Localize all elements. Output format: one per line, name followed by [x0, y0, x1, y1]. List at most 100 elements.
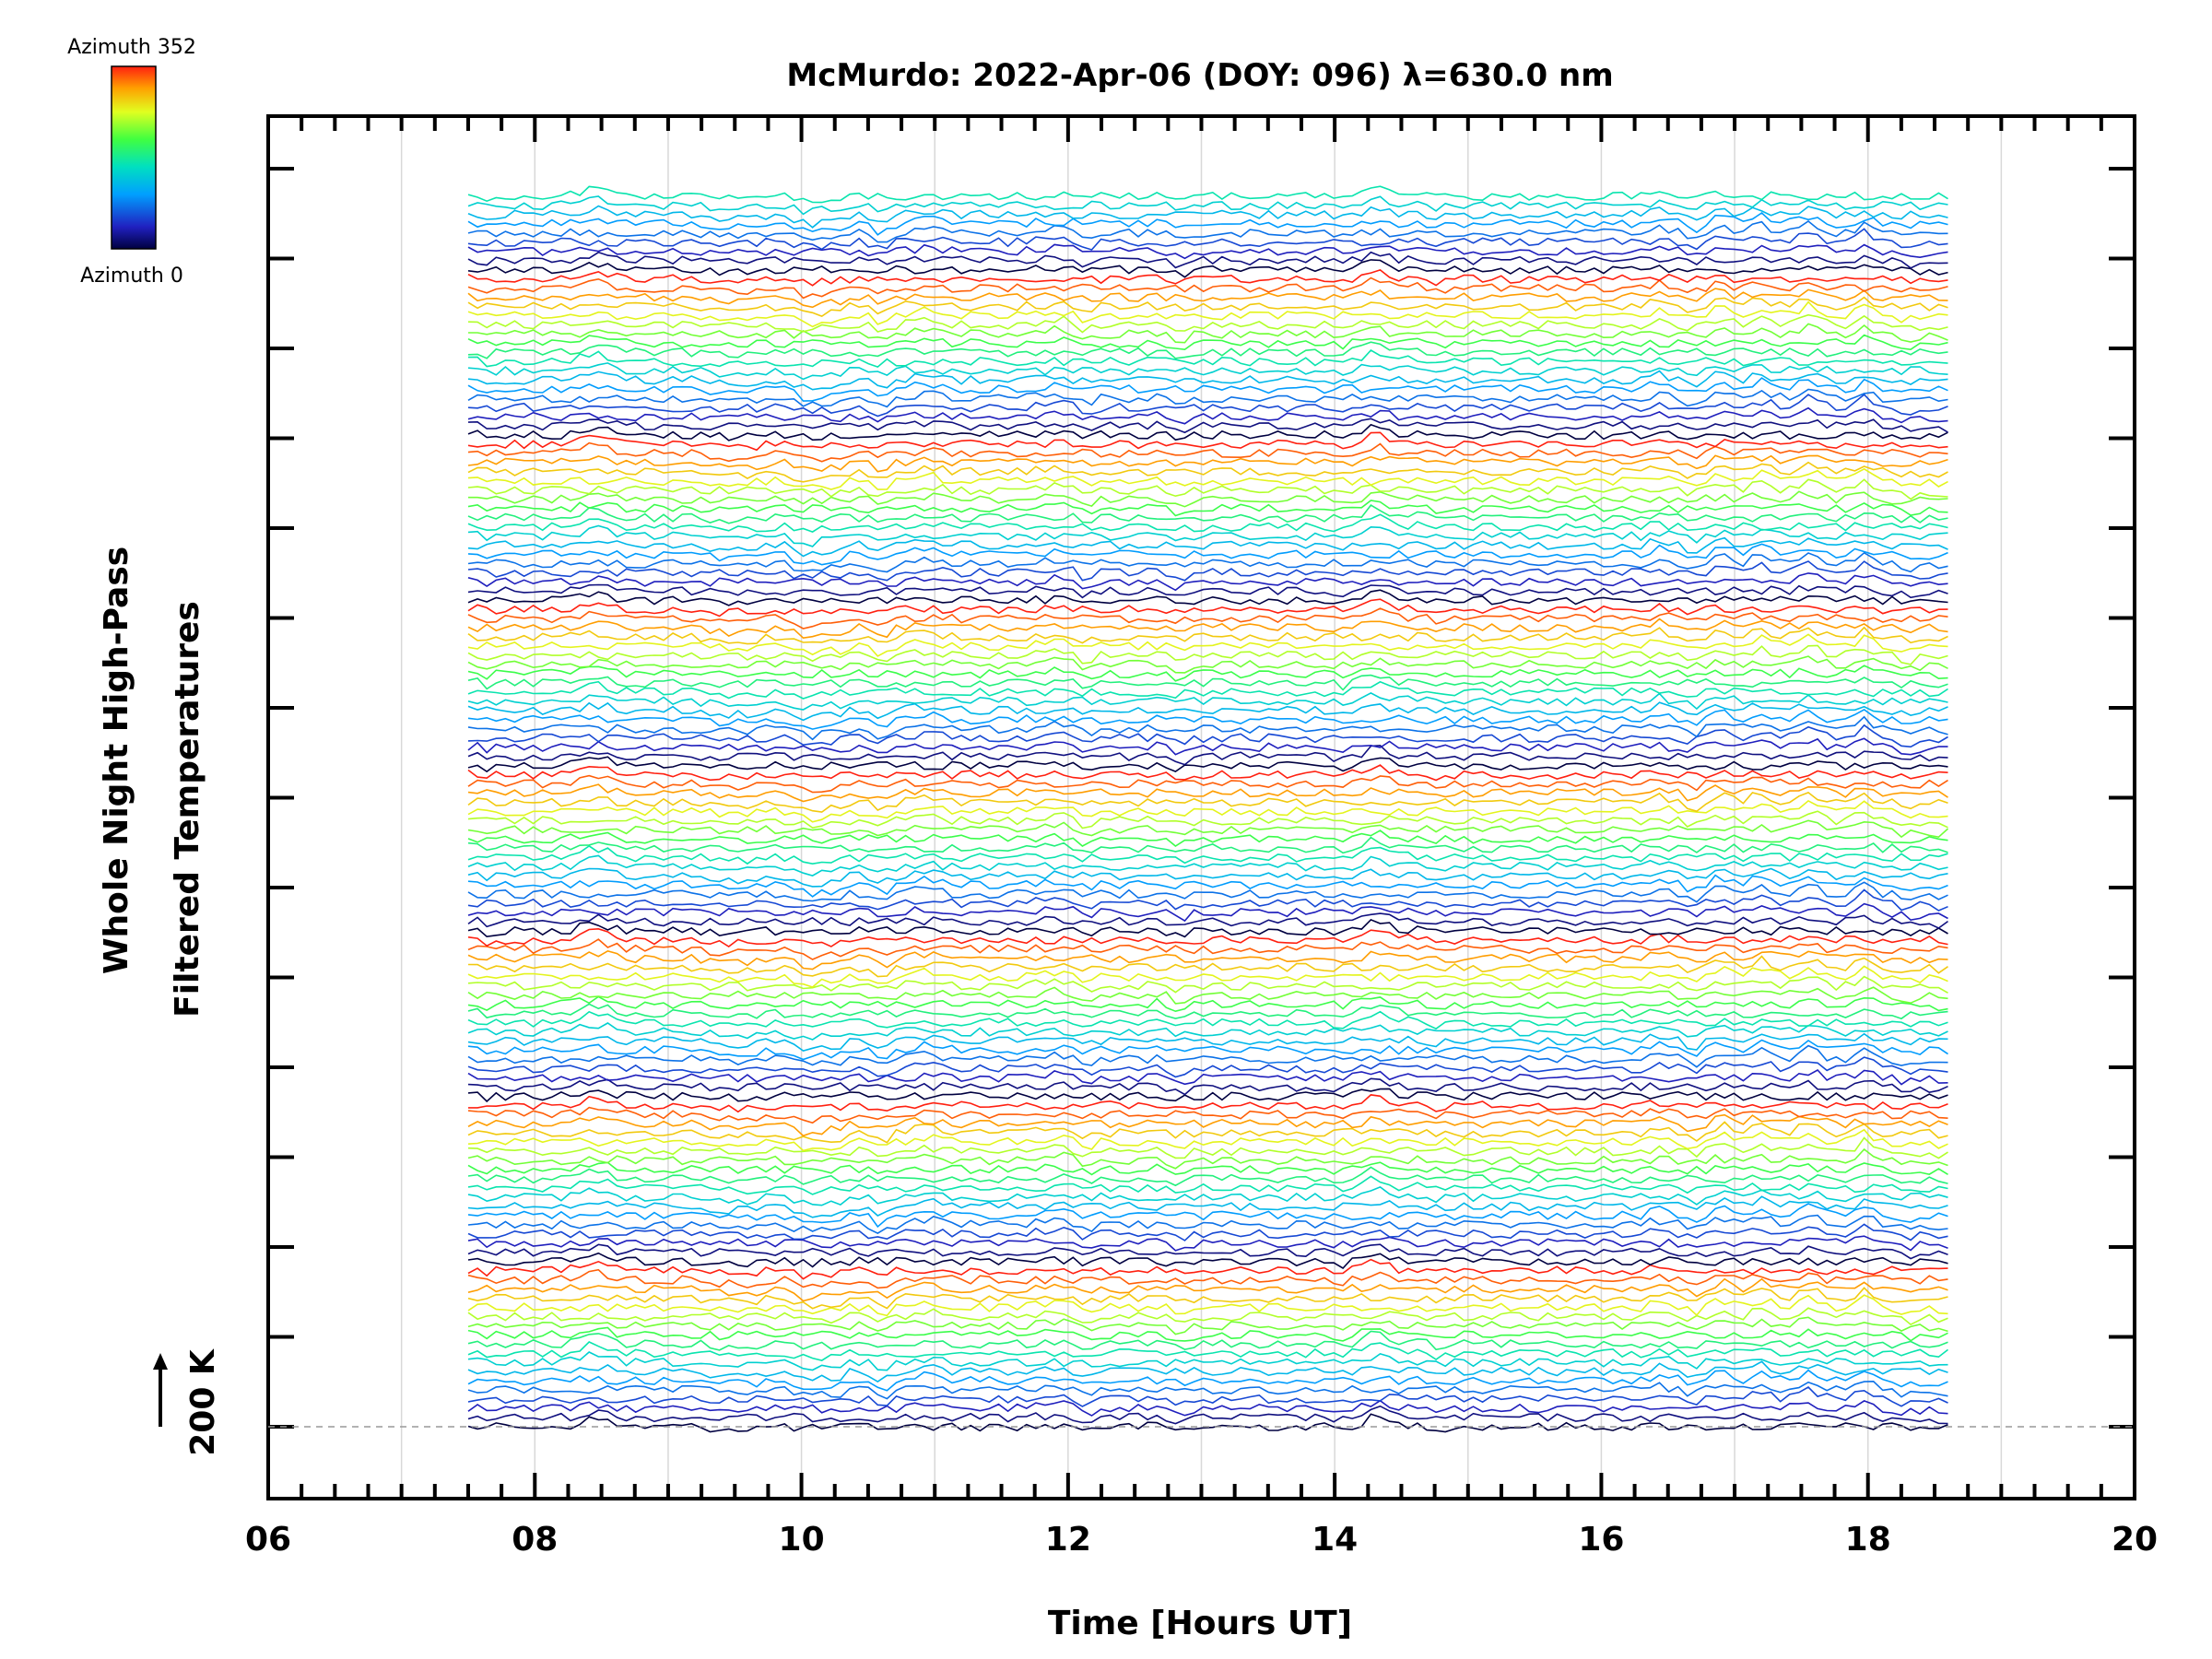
temperature-trace [467, 583, 1948, 599]
temperature-trace [467, 607, 1948, 629]
temperature-trace [467, 633, 1948, 657]
temperature-trace [467, 655, 1948, 674]
temperature-trace [467, 1316, 1948, 1335]
temperature-trace [467, 1032, 1948, 1052]
temperature-trace [467, 251, 1948, 269]
temperature-trace [467, 1077, 1948, 1096]
temperature-trace [467, 300, 1948, 328]
temperature-trace [467, 1175, 1948, 1195]
x-tick-label: 16 [1578, 1521, 1624, 1559]
temperature-trace [467, 334, 1948, 351]
temperature-trace [467, 1121, 1948, 1144]
x-tick-labels: 06 08 10 12 14 16 18 20 [245, 1521, 2158, 1559]
temperature-trace [467, 881, 1948, 903]
temperature-trace [467, 418, 1948, 434]
temperature-trace [467, 259, 1948, 278]
temperature-trace [467, 370, 1948, 391]
y-axis-title-line1: Whole Night High-Pass [98, 547, 135, 974]
temperature-trace [467, 1106, 1948, 1124]
temperature-trace [467, 228, 1948, 251]
temperature-trace [467, 1294, 1948, 1317]
x-tick-label: 18 [1845, 1521, 1891, 1559]
x-tick-label: 12 [1045, 1521, 1091, 1559]
temperature-trace [467, 888, 1948, 912]
temperature-trace [467, 867, 1948, 888]
temperature-trace [467, 854, 1948, 877]
temperature-trace [467, 1214, 1948, 1235]
temperature-trace [468, 490, 1948, 508]
temperature-trace [467, 1351, 1948, 1371]
temperature-trace [467, 737, 1948, 756]
temperature-trace [467, 1243, 1948, 1260]
temperature-trace [467, 341, 1948, 359]
temperature-trace [467, 589, 1948, 606]
temperature-trace [467, 220, 1948, 243]
temperature-trace [468, 1094, 1948, 1113]
temperature-trace [467, 195, 1948, 216]
temperature-trace [467, 810, 1948, 830]
temperature-trace [467, 1003, 1948, 1020]
x-tick-label: 06 [245, 1521, 291, 1559]
temperature-trace [467, 783, 1948, 803]
scale-label: 200 K [184, 1348, 222, 1456]
temperature-trace [467, 454, 1948, 473]
temperature-trace [467, 1147, 1948, 1170]
colorbar-top-label: Azimuth 352 [67, 36, 196, 59]
temperature-trace [467, 995, 1948, 1013]
temperature-trace [467, 618, 1948, 640]
temperature-trace [467, 423, 1948, 441]
temperature-trace [467, 1287, 1948, 1310]
axis-ticks [266, 116, 2136, 1499]
temperature-trace [468, 323, 1948, 344]
temperature-trace [467, 269, 1948, 287]
temperature-trace [467, 1113, 1948, 1137]
temperature-trace [467, 513, 1948, 533]
temperature-trace [467, 1369, 1948, 1392]
x-tick-label: 14 [1312, 1521, 1358, 1559]
temperature-trace [467, 478, 1948, 500]
temperature-trace [467, 1360, 1948, 1383]
temperature-trace [467, 362, 1948, 381]
temperature-trace [467, 955, 1948, 978]
temperature-trace [467, 288, 1948, 309]
temperature-trace [467, 774, 1948, 794]
temperature-trace [467, 1223, 1948, 1241]
temperature-trace [467, 819, 1949, 839]
temperature-trace [467, 1235, 1948, 1252]
temperature-trace [467, 1330, 1948, 1351]
temperature-trace [467, 296, 1948, 317]
temperature-trace [467, 674, 1948, 691]
temperature-trace [467, 441, 1948, 463]
temperature-trace [467, 1161, 1948, 1176]
temperature-trace [467, 500, 1948, 517]
temperature-trace [467, 644, 1948, 665]
temperature-trace [467, 572, 1948, 592]
temperature-trace [467, 844, 1948, 865]
temperature-trace [467, 1326, 1948, 1342]
temperature-trace [467, 536, 1948, 558]
temperature-trace [467, 1399, 1948, 1417]
temperature-trace [467, 912, 1948, 929]
temperature-trace [467, 701, 1948, 722]
temperature-trace [467, 1010, 1948, 1030]
temperature-trace [467, 560, 1948, 582]
temperature-trace [467, 874, 1948, 898]
temperature-trace [467, 1341, 1948, 1361]
x-tick-label: 10 [779, 1521, 825, 1559]
temperature-trace [467, 708, 1948, 730]
temperature-trace [467, 756, 1948, 773]
temperature-trace [467, 1056, 1948, 1078]
temperature-trace [467, 543, 1948, 566]
x-tick-label: 20 [2112, 1521, 2158, 1559]
temperature-trace [467, 598, 1948, 618]
temperature-trace [467, 1136, 1948, 1159]
temperature-trace [467, 388, 1948, 408]
temperature-trace [467, 348, 1948, 369]
temperature-trace [467, 1166, 1948, 1187]
temperature-trace [467, 461, 1948, 483]
temperature-trace [467, 504, 1948, 524]
temperature-trace [467, 836, 1948, 854]
temperature-trace [467, 1088, 1948, 1103]
temperature-trace [467, 724, 1948, 748]
